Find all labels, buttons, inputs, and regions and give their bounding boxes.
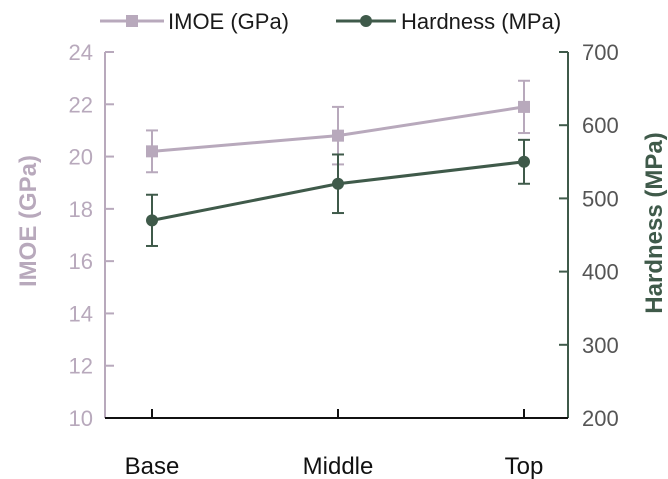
y-axis-left-tick-label: 18 bbox=[69, 197, 93, 222]
axes: 10 12 14 16 18 20 22 24 200 300 400 500 600 700 Base Mi… bbox=[69, 40, 619, 479]
y-axis-left-tick-label: 10 bbox=[69, 406, 93, 431]
y-axis-left-tick-label: 14 bbox=[69, 301, 93, 326]
y-axis-right-tick-label: 200 bbox=[582, 406, 619, 431]
x-axis-tick-label: Base bbox=[125, 453, 180, 479]
data-point bbox=[146, 214, 158, 227]
data-point bbox=[332, 177, 344, 190]
y-axis-left-tick-label: 12 bbox=[69, 354, 93, 379]
x-axis-tick-label: Middle bbox=[303, 453, 374, 479]
y-axis-left-tick-label: 20 bbox=[69, 145, 93, 170]
legend-marker bbox=[360, 15, 372, 27]
plot-area bbox=[146, 79, 530, 247]
data-point bbox=[518, 100, 530, 113]
data-point bbox=[518, 155, 530, 168]
legend-marker bbox=[126, 15, 138, 27]
legend: IMOE (GPa) Hardness (MPa) bbox=[100, 9, 561, 34]
y-axis-left-tick-label: 24 bbox=[69, 40, 93, 65]
x-axis-tick-label: Top bbox=[505, 453, 544, 479]
data-point bbox=[146, 145, 158, 158]
y-axis-right-title: Hardness (MPa) bbox=[641, 132, 668, 313]
legend-label: IMOE (GPa) bbox=[168, 9, 289, 34]
y-axis-right-tick-label: 300 bbox=[582, 333, 619, 358]
y-axis-right-tick-label: 400 bbox=[582, 260, 619, 285]
y-axis-right-tick-label: 500 bbox=[582, 186, 619, 211]
y-axis-left-tick-label: 16 bbox=[69, 249, 93, 274]
y-axis-left-title: IMOE (GPa) bbox=[15, 155, 42, 287]
y-axis-left-tick-label: 22 bbox=[69, 92, 93, 117]
y-axis-right-tick-label: 700 bbox=[582, 40, 619, 65]
y-axis-right-tick-label: 600 bbox=[582, 113, 619, 138]
legend-label: Hardness (MPa) bbox=[401, 9, 561, 34]
data-point bbox=[332, 129, 344, 142]
